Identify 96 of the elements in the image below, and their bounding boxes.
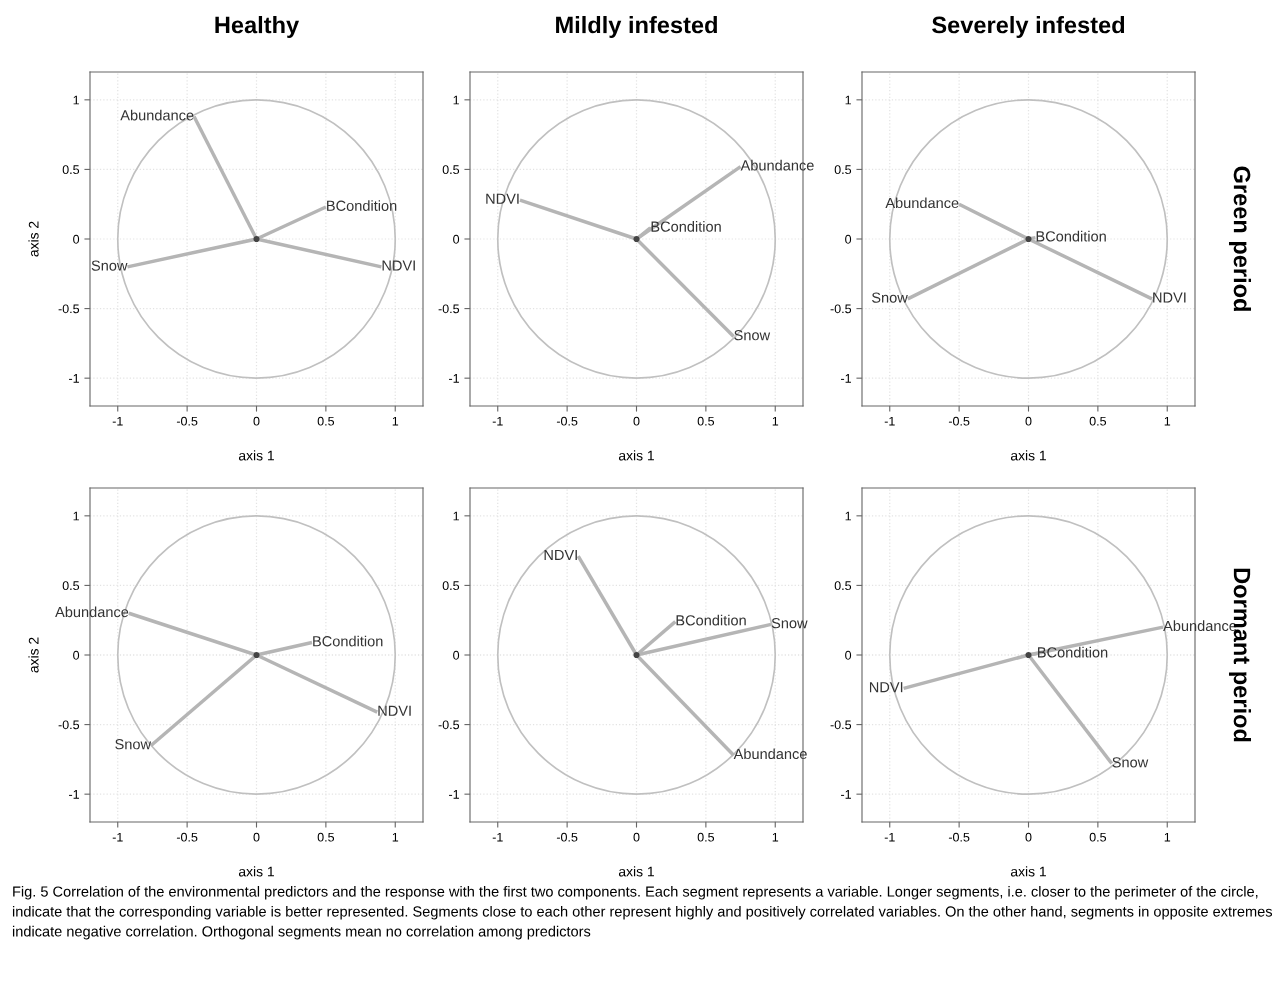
x-tick-label: 0.5	[1089, 832, 1107, 842]
x-tick-label: 0.5	[317, 416, 335, 426]
series-label: Abundance	[885, 197, 959, 209]
y-tick-label: 0.5	[62, 165, 80, 175]
x-tick-label: -0.5	[556, 416, 578, 426]
series-label: NDVI	[869, 682, 903, 693]
x-tick-label: 1	[392, 832, 399, 842]
y-tick-label: 0.5	[442, 581, 460, 591]
x-tick-label: -0.5	[948, 832, 970, 842]
series-label: Snow	[734, 330, 771, 341]
y-tick-label: 1	[73, 511, 79, 521]
x-tick-label: -0.5	[176, 416, 198, 426]
text: Green period	[1228, 166, 1252, 311]
series-label: NDVI	[544, 549, 577, 560]
x-tick-label: 0	[253, 416, 260, 426]
series-label: NDVI	[1153, 292, 1186, 303]
x-tick-label: 1	[772, 832, 779, 842]
x-tick-label: -0.5	[948, 416, 970, 426]
y-tick-label: -0.5	[830, 304, 852, 314]
y-tick-label: -1	[69, 790, 79, 799]
series-label: Snow	[871, 292, 908, 303]
y-tick-label: 0	[845, 650, 852, 660]
x-tick-label: 0.5	[697, 832, 715, 842]
x-tick-label: -1	[112, 416, 123, 426]
y-tick-label: -1	[449, 790, 459, 799]
x-axis-title: axis 1	[238, 866, 274, 877]
series-label: Snow	[1112, 757, 1149, 768]
x-axis-title: axis 1	[618, 450, 654, 461]
x-tick-label: 1	[392, 416, 399, 426]
series-label: Snow	[771, 617, 808, 629]
series-label: BCondition	[1036, 230, 1106, 242]
y-tick-label: 0.5	[834, 581, 852, 591]
x-tick-label: 1	[1164, 416, 1171, 426]
chart-title: Healthy	[215, 16, 300, 39]
x-tick-label: -1	[112, 832, 123, 842]
chart-title: Mildly infested	[556, 16, 717, 39]
series-label: Abundance	[55, 606, 129, 618]
x-axis-title: axis 1	[1010, 450, 1046, 461]
x-tick-label: -1	[492, 832, 503, 842]
y-tick-label: 1	[453, 511, 459, 521]
y-tick-label: -0.5	[438, 720, 460, 730]
series-label: NDVI	[378, 705, 411, 716]
x-tick-label: 1	[772, 416, 779, 426]
caption: Fig. 5 Correlation of the environmental predictors and the response with the first two components. Each segment represents a variable. Longer segments, i.e. closer to the perimeter of the circle, indicate that the corresponding variable is better represented. Segments close to each other represent highly and positively correlated variables. On the other hand, segments in opposite extremes indicate negative correlation. Orthogonal segments mean no correlation among predictors	[12, 886, 1273, 940]
series-label: BCondition	[676, 614, 746, 626]
y-tick-label: -1	[841, 374, 851, 383]
series-label: Abundance	[733, 748, 807, 760]
series-label: Abundance	[120, 109, 194, 121]
y-tick-label: 0	[73, 650, 80, 660]
y-tick-label: -1	[841, 790, 851, 799]
x-tick-label: 0	[253, 832, 260, 842]
x-tick-label: -0.5	[556, 832, 578, 842]
y-tick-label: 0.5	[62, 581, 80, 591]
y-axis-title: axis 2	[28, 637, 39, 673]
y-tick-label: -0.5	[58, 304, 80, 314]
y-tick-label: 1	[73, 95, 79, 105]
x-tick-label: 0.5	[317, 832, 335, 842]
y-tick-label: 0	[73, 234, 80, 244]
y-tick-label: 1	[453, 95, 459, 105]
x-axis-title: axis 1	[1010, 866, 1046, 877]
x-tick-label: 0	[633, 416, 640, 426]
y-tick-label: -1	[449, 374, 459, 383]
series-label: BCondition	[327, 200, 397, 211]
y-tick-label: 0	[845, 234, 852, 244]
x-tick-label: -1	[492, 416, 503, 426]
x-tick-label: 0	[633, 832, 640, 842]
y-tick-label: 0.5	[442, 165, 460, 175]
y-tick-label: 0	[453, 650, 460, 660]
x-tick-label: -0.5	[176, 832, 198, 842]
x-axis-title: axis 1	[618, 866, 654, 877]
series-label: Abundance	[740, 159, 814, 171]
x-tick-label: 0	[1025, 832, 1032, 842]
y-tick-label: -0.5	[830, 720, 852, 730]
series-label: BCondition	[313, 635, 383, 647]
x-tick-label: 0	[1025, 416, 1032, 426]
x-tick-label: -1	[884, 416, 895, 426]
series-label: NDVI	[486, 193, 519, 204]
y-tick-label: -0.5	[438, 304, 460, 314]
series-label: Snow	[91, 260, 128, 271]
y-tick-label: 1	[845, 95, 851, 105]
chart-title: Severely infested	[932, 16, 1125, 39]
series-label: Snow	[115, 739, 152, 750]
series-label: NDVI	[382, 260, 415, 271]
y-tick-label: 0.5	[834, 165, 852, 175]
y-tick-label: -0.5	[58, 720, 80, 730]
y-axis-title: axis 2	[28, 221, 39, 257]
y-tick-label: -1	[69, 374, 79, 383]
x-tick-label: -1	[884, 832, 895, 842]
series-label: BCondition	[651, 221, 721, 232]
x-tick-label: 0.5	[1089, 416, 1107, 426]
x-tick-label: 0.5	[697, 416, 715, 426]
x-axis-title: axis 1	[238, 450, 274, 461]
y-tick-label: 1	[845, 511, 851, 521]
series-label: BCondition	[1038, 646, 1108, 658]
x-tick-label: 1	[1164, 832, 1171, 842]
y-tick-label: 0	[453, 234, 460, 244]
